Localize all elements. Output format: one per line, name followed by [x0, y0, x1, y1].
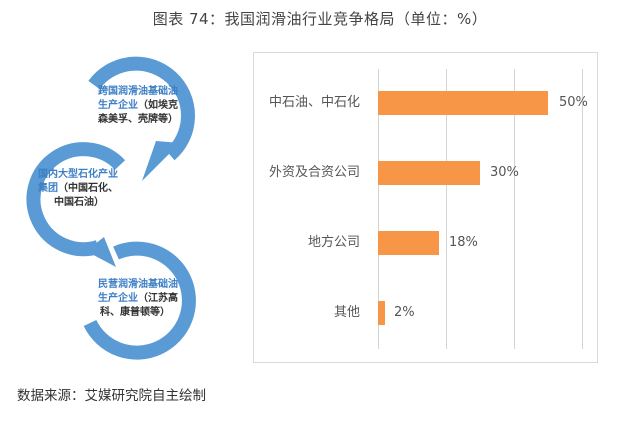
bar-foreign-jv	[378, 161, 480, 185]
value-label: 18%	[449, 235, 478, 250]
category-label: 外资及合资公司	[268, 165, 360, 180]
value-label: 2%	[394, 305, 415, 320]
bar-cnpc-sinopec	[378, 91, 548, 115]
bar-local	[378, 231, 439, 255]
data-source-note: 数据来源：艾媒研究院自主绘制	[17, 388, 206, 404]
gridline-40	[514, 69, 515, 349]
node-multinational: 跨国润滑油基础油 生产企业（如埃克 森美孚、壳牌等）	[98, 86, 178, 125]
gridline-60	[582, 69, 583, 349]
competition-cycle-diagram: 跨国润滑油基础油 生产企业（如埃克 森美孚、壳牌等） 国内大型石化产业 集团（中…	[20, 55, 220, 375]
category-label: 地方公司	[307, 235, 360, 250]
gridline-20	[446, 69, 447, 349]
circular-arrows-icon	[26, 56, 196, 360]
category-label: 其他	[333, 305, 360, 320]
figure-title: 图表 74：我国润滑油行业竞争格局（单位：%）	[152, 10, 488, 28]
value-label: 30%	[490, 165, 519, 180]
node-state-petrochemical: 国内大型石化产业 集团（中国石化、 中国石油）	[38, 169, 118, 208]
plot-area: 50% 30% 18% 2% 中石油、中石化 外资及合资公司 地方公司 其他	[269, 69, 588, 349]
value-label: 50%	[559, 95, 588, 110]
gridline-0	[378, 69, 379, 349]
node-private: 民营润滑油基础油 生产企业（江苏高 科、康普顿等）	[98, 279, 178, 318]
bar-other	[378, 301, 385, 325]
bar-chart: 50% 30% 18% 2% 中石油、中石化 外资及合资公司 地方公司 其他	[253, 52, 598, 363]
category-label: 中石油、中石化	[268, 95, 360, 110]
